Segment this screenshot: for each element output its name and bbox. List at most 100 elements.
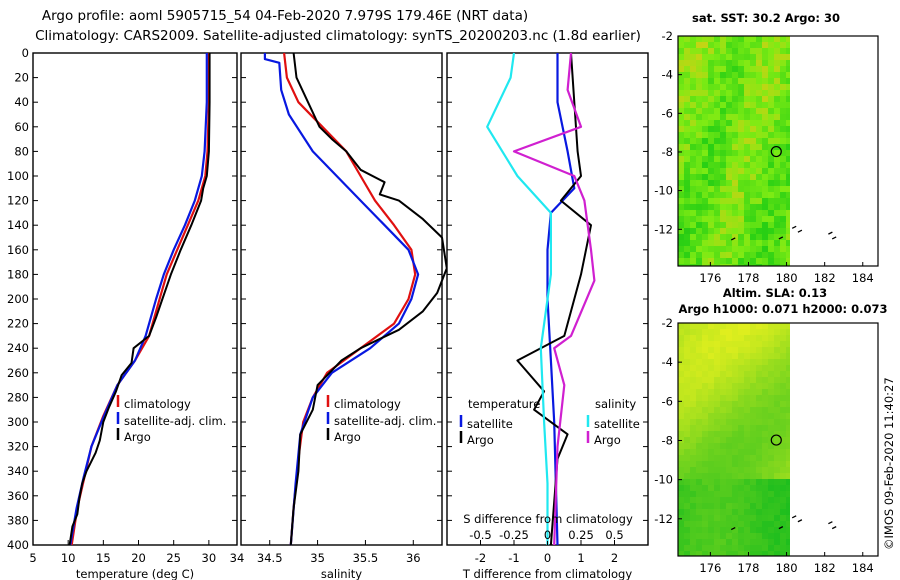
sst_map-cell: [780, 42, 786, 48]
sst_map-cell: [708, 234, 714, 240]
sst_map-cell: [690, 186, 696, 192]
sla_map-cell: [726, 395, 732, 401]
sst_map-cell: [684, 102, 690, 108]
sla_map-cell: [786, 371, 790, 377]
sst_map-cell: [774, 120, 780, 126]
sla_map-cell: [732, 359, 738, 365]
sla_map-cell: [726, 425, 732, 431]
sst_map-cell: [690, 96, 696, 102]
sst_map-cell: [738, 150, 744, 156]
sst_map-cell: [702, 222, 708, 228]
sla_map-cell: [786, 347, 790, 353]
sst_map-cell: [678, 216, 684, 222]
sla_map-cell: [684, 359, 690, 365]
sst_map-cell: [786, 246, 790, 252]
sla_map-cell: [786, 491, 790, 497]
sst_map-cell: [780, 138, 786, 144]
sst_map-cell: [732, 42, 738, 48]
sla_map-cell: [774, 431, 780, 437]
sst_map-cell: [714, 114, 720, 120]
sla_map-cell: [720, 497, 726, 503]
sla_map-cell: [732, 425, 738, 431]
sst_map-cell: [702, 174, 708, 180]
sst_map-cell: [774, 156, 780, 162]
sla_map-cell: [774, 371, 780, 377]
sla_map-cell: [750, 521, 756, 527]
sst_map-cell: [690, 162, 696, 168]
sst_map-cell: [720, 96, 726, 102]
sst_map-cell: [768, 168, 774, 174]
sst_map-cell: [702, 102, 708, 108]
sla_map-cell: [684, 335, 690, 341]
sst_map-cell: [690, 60, 696, 66]
sla_map-cell: [762, 437, 768, 443]
sst_map-cell: [726, 126, 732, 132]
sla_map-cell: [684, 539, 690, 545]
sla_map-cell: [678, 527, 684, 533]
sst_map-cell: [720, 156, 726, 162]
sla_map-cell: [714, 437, 720, 443]
sla_map-cell: [738, 389, 744, 395]
sla_map-cell: [762, 491, 768, 497]
sla_map-cell: [786, 533, 790, 539]
sla_map-cell: [696, 413, 702, 419]
sla_map-cell: [786, 383, 790, 389]
sla_map-cell: [786, 455, 790, 461]
sla_map-cell: [774, 491, 780, 497]
sst_map-cell: [744, 144, 750, 150]
sla_map-cell: [780, 371, 786, 377]
sla_map-cell: [738, 347, 744, 353]
sla_map-cell: [732, 521, 738, 527]
sst_map-cell: [738, 66, 744, 72]
sla_map-cell: [732, 341, 738, 347]
sst_map-cell: [714, 216, 720, 222]
sla_map-cell: [696, 377, 702, 383]
sst_map-cell: [678, 192, 684, 198]
sst_map-cell: [768, 264, 774, 266]
sst_map-cell: [762, 108, 768, 114]
sst_map-cell: [726, 96, 732, 102]
sla_map-cell: [738, 437, 744, 443]
sla_map-cell: [708, 365, 714, 371]
sst_map-cell: [696, 66, 702, 72]
sst_map-cell: [762, 42, 768, 48]
sla_map-cell: [726, 545, 732, 551]
sst_map-cell: [714, 192, 720, 198]
sst_map-cell: [744, 222, 750, 228]
sla_map-cell: [702, 437, 708, 443]
sst_map-cell: [726, 258, 732, 264]
sst_map-cell: [750, 102, 756, 108]
sst_map-cell: [750, 210, 756, 216]
sla_map-cell: [786, 521, 790, 527]
sst_map-cell: [762, 144, 768, 150]
sla_map-cell: [750, 449, 756, 455]
sst_map-cell: [738, 54, 744, 60]
sst_map-cell: [702, 84, 708, 90]
sst_map-cell: [756, 90, 762, 96]
sst_map-cell: [786, 180, 790, 186]
sla_map-cell: [708, 473, 714, 479]
sst_map-cell: [678, 114, 684, 120]
sst_map-cell: [678, 54, 684, 60]
sla_map-cell: [750, 461, 756, 467]
sla_map-cell: [756, 527, 762, 533]
sst_map-cell: [750, 168, 756, 174]
sla_map-cell: [714, 467, 720, 473]
sla_map-cell: [756, 455, 762, 461]
sla_map-cell: [696, 473, 702, 479]
sst_map-cell: [720, 114, 726, 120]
sst_map-cell: [786, 144, 790, 150]
sla_map-cell: [732, 383, 738, 389]
sst_map-cell: [714, 102, 720, 108]
sla_map-cell: [762, 539, 768, 545]
sst_map-cell: [732, 84, 738, 90]
sst_map-cell: [768, 90, 774, 96]
sst_map-cell: [744, 192, 750, 198]
sst_map-cell: [750, 84, 756, 90]
sla_map-cell: [690, 377, 696, 383]
s-difference-tick-label: -0.25: [499, 528, 529, 542]
sst_map-cell: [738, 162, 744, 168]
sla_map-cell: [696, 389, 702, 395]
sst_map-cell: [714, 78, 720, 84]
sst_map-cell: [690, 240, 696, 246]
